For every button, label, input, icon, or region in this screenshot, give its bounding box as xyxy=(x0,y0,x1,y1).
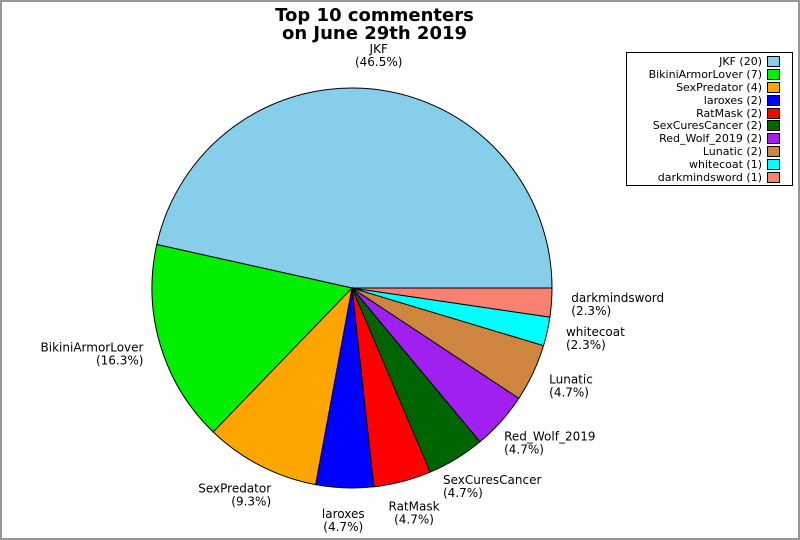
legend-row: Red_Wolf_2019 (2) xyxy=(627,132,792,145)
legend-label: SexPredator (4) xyxy=(676,80,762,94)
legend-row: SexCuresCancer (2) xyxy=(627,119,792,132)
legend-swatch xyxy=(767,171,780,183)
pie-label-RatMask: RatMask (4.7%) xyxy=(389,500,440,526)
legend-label: darkmindsword (1) xyxy=(657,170,762,184)
pie-label-percent: (4.7%) xyxy=(549,385,589,400)
pie-label-percent: (16.3%) xyxy=(95,354,144,369)
chart-title-block: Top 10 commenters on June 29th 2019 xyxy=(2,7,747,43)
pie-label-percent: (4.7%) xyxy=(323,519,364,534)
legend-swatch xyxy=(767,107,780,119)
legend-swatch xyxy=(767,133,780,145)
legend: JKF (20) BikiniArmorLover (7) SexPredator … xyxy=(626,52,793,186)
pie-label-name: whitecoat xyxy=(565,324,625,339)
pie-label-SexPredator: SexPredator (9.3%) xyxy=(198,482,271,508)
legend-swatch xyxy=(767,146,780,158)
legend-swatch xyxy=(767,55,780,67)
pie-label-JKF: JKF (46.5%) xyxy=(355,43,402,69)
legend-row: darkmindsword (1) xyxy=(627,171,792,184)
legend-row: RatMask (2) xyxy=(627,107,792,120)
pie-label-name: RatMask xyxy=(388,499,440,514)
pie-slice-SexPredator xyxy=(212,286,353,486)
pie-label-percent: (2.3%) xyxy=(565,337,606,352)
legend-label: BikiniArmorLover (7) xyxy=(648,67,762,81)
legend-row: JKF (20) xyxy=(627,55,792,68)
pie-label-laroxes: laroxes (4.7%) xyxy=(321,506,365,534)
pie-label-name: Red_Wolf_2019 xyxy=(504,429,596,444)
pie-label-name: SexCuresCancer xyxy=(442,472,542,487)
pie-label-BikiniArmorLover: BikiniArmorLover (16.3%) xyxy=(41,342,144,368)
legend-label: Red_Wolf_2019 (2) xyxy=(659,132,762,146)
pie-label-name: darkmindsword xyxy=(571,291,665,306)
pie-label-darkmindsword: darkmindsword (2.3%) xyxy=(571,292,664,318)
pie-label-percent: (4.7%) xyxy=(394,512,434,527)
legend-label: Lunatic (2) xyxy=(702,145,762,159)
legend-label: laroxes (2) xyxy=(703,93,762,107)
legend-row: laroxes (2) xyxy=(627,94,792,107)
pie-label-name: Lunatic xyxy=(549,372,593,387)
pie-slice-JKF xyxy=(156,87,553,289)
pie-label-name: laroxes xyxy=(321,506,365,521)
legend-row: whitecoat (1) xyxy=(627,158,792,171)
pie-label-percent: (4.7%) xyxy=(442,485,483,500)
pie-label-Red_Wolf_2019: Red_Wolf_2019 (4.7%) xyxy=(504,430,595,456)
legend-label: SexCuresCancer (2) xyxy=(652,119,762,133)
legend-label: JKF (20) xyxy=(719,54,762,68)
pie-label-name: BikiniArmorLover xyxy=(40,341,144,356)
pie-label-name: JKF xyxy=(369,42,388,57)
pie-label-percent: (2.3%) xyxy=(571,304,612,319)
pie-slice-BikiniArmorLover xyxy=(151,243,353,433)
pie-label-Lunatic: Lunatic (4.7%) xyxy=(549,372,593,400)
pie-label-SexCuresCancer: SexCuresCancer (4.7%) xyxy=(442,472,542,500)
pie-label-name: SexPredator xyxy=(198,481,272,496)
pie-label-percent: (4.7%) xyxy=(504,442,544,457)
legend-label: whitecoat (1) xyxy=(688,158,762,172)
legend-swatch xyxy=(767,68,780,80)
legend-row: SexPredator (4) xyxy=(627,81,792,94)
legend-swatch xyxy=(767,94,780,106)
page-title: Top 10 commenters xyxy=(275,5,474,26)
legend-row: Lunatic (2) xyxy=(627,145,792,158)
pie-label-percent: (9.3%) xyxy=(231,494,272,509)
pie-label-percent: (46.5%) xyxy=(354,55,403,70)
pie-slice-darkmindsword xyxy=(351,287,553,318)
page-subtitle: on June 29th 2019 xyxy=(281,23,468,44)
legend-row: BikiniArmorLover (7) xyxy=(627,68,792,81)
legend-label: RatMask (2) xyxy=(696,106,762,120)
legend-swatch xyxy=(767,120,780,132)
legend-swatch xyxy=(767,159,780,171)
pie-label-whitecoat: whitecoat (2.3%) xyxy=(565,324,625,352)
legend-swatch xyxy=(767,81,780,93)
